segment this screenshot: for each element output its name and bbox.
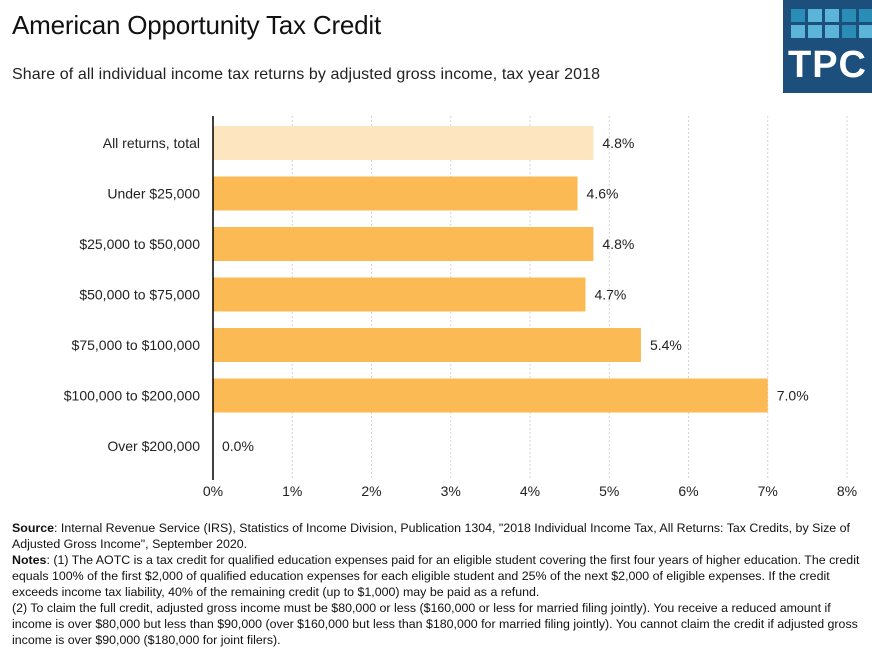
logo-cell <box>825 25 839 38</box>
data-label: 0.0% <box>222 438 254 454</box>
category-label: $25,000 to $50,000 <box>79 236 200 252</box>
x-tick-label: 8% <box>837 483 857 499</box>
notes-1-text: : (1) The AOTC is a tax credit for quali… <box>12 553 860 599</box>
data-label: 7.0% <box>777 388 809 404</box>
logo-cell <box>842 25 856 38</box>
x-tick-label: 6% <box>678 483 698 499</box>
data-label: 5.4% <box>650 337 682 353</box>
footer: Source: Internal Revenue Service (IRS), … <box>12 520 864 648</box>
category-label: $100,000 to $200,000 <box>64 388 200 404</box>
data-label: 4.7% <box>594 287 626 303</box>
logo-cell <box>859 9 872 22</box>
logo-cell <box>808 9 822 22</box>
x-tick-label: 7% <box>758 483 778 499</box>
category-label: Over $200,000 <box>107 438 200 454</box>
category-label: $75,000 to $100,000 <box>72 337 201 353</box>
bar <box>213 378 768 413</box>
chart-title: American Opportunity Tax Credit <box>12 10 382 40</box>
category-label: $50,000 to $75,000 <box>79 287 200 303</box>
logo-cell <box>791 9 805 22</box>
category-label: All returns, total <box>103 135 200 151</box>
bar <box>213 126 594 160</box>
x-tick-label: 2% <box>361 483 381 499</box>
category-label: Under $25,000 <box>107 186 200 202</box>
bar <box>213 227 594 261</box>
chart-subtitle: Share of all individual income tax retur… <box>12 66 601 83</box>
source-note: Source: Internal Revenue Service (IRS), … <box>12 520 864 552</box>
x-tick-label: 0% <box>203 483 223 499</box>
tpc-logo: TPC <box>783 0 872 93</box>
logo-grid-icon <box>791 9 872 38</box>
x-tick-label: 3% <box>441 483 461 499</box>
logo-cell <box>791 25 805 38</box>
logo-cell <box>808 25 822 38</box>
logo-cell <box>842 9 856 22</box>
logo-cell <box>825 9 839 22</box>
notes-2: (2) To claim the full credit, adjusted g… <box>12 601 858 647</box>
source-text: : Internal Revenue Service (IRS), Statis… <box>12 521 850 551</box>
x-tick-label: 4% <box>520 483 540 499</box>
logo-text: TPC <box>788 44 867 86</box>
notes-label: Notes <box>12 553 47 567</box>
x-tick-label: 5% <box>599 483 619 499</box>
data-label: 4.8% <box>602 236 634 252</box>
logo-cell <box>859 25 872 38</box>
data-label: 4.6% <box>587 186 619 202</box>
notes-1: Notes: (1) The AOTC is a tax credit for … <box>12 552 864 600</box>
bar <box>213 328 641 362</box>
bar <box>213 277 586 312</box>
data-label: 4.8% <box>602 135 634 151</box>
bar-chart: All returns, total 4.8% Under $25,000 4.6% $… <box>64 116 857 499</box>
source-label: Source <box>12 521 55 535</box>
bar <box>213 176 578 211</box>
x-tick-label: 1% <box>282 483 302 499</box>
